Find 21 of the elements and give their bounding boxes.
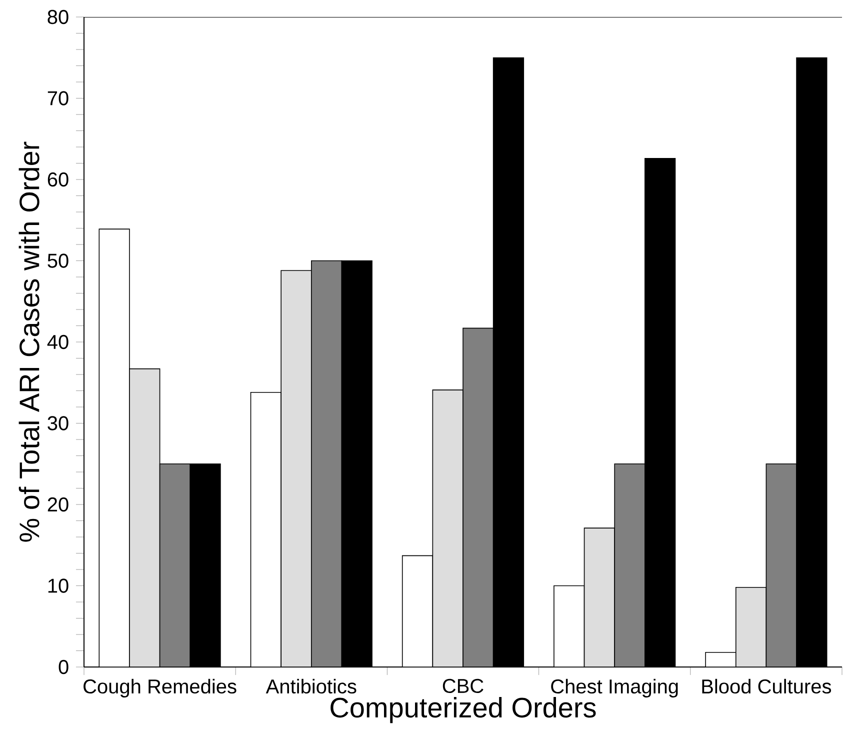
bar bbox=[311, 260, 342, 667]
x-axis-title: Computerized Orders bbox=[330, 697, 596, 724]
x-tick-label: Chest Imaging bbox=[551, 678, 678, 698]
bar bbox=[159, 463, 191, 667]
x-tick-label: Antibiotics bbox=[266, 678, 356, 694]
bar bbox=[462, 328, 494, 667]
y-tick-label: 10 bbox=[48, 578, 68, 593]
y-tick-label: 40 bbox=[47, 334, 68, 350]
y-tick-label: 70 bbox=[48, 91, 68, 106]
y-tick-label: 60 bbox=[48, 172, 68, 187]
y-tick-label: 30 bbox=[48, 416, 68, 430]
x-tick-label: Cough Remedies bbox=[84, 678, 236, 698]
bar bbox=[766, 463, 797, 667]
y-tick-label: 20 bbox=[48, 497, 68, 512]
y-tick-label: 50 bbox=[48, 254, 68, 268]
bar bbox=[614, 463, 646, 667]
x-tick-label: CBC bbox=[442, 678, 484, 694]
x-tick-label: Blood Cultures bbox=[702, 678, 832, 694]
y-tick-label: 80 bbox=[48, 10, 68, 24]
y-axis-title: % of Total ARI Cases with Order bbox=[18, 142, 40, 542]
y-tick-label: 0 bbox=[58, 660, 68, 674]
